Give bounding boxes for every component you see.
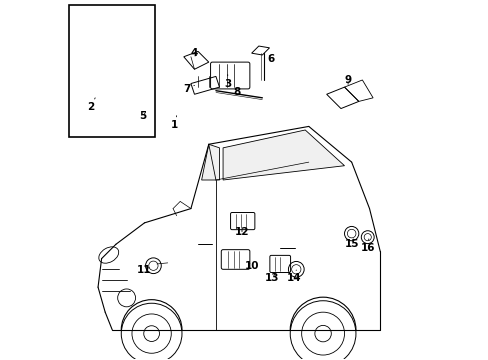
FancyBboxPatch shape — [210, 62, 249, 89]
Text: 1: 1 — [171, 116, 178, 130]
Text: 3: 3 — [224, 75, 231, 89]
Text: 5: 5 — [139, 111, 146, 121]
Text: 7: 7 — [183, 84, 194, 94]
Text: 9: 9 — [344, 75, 351, 85]
Text: 13: 13 — [264, 273, 279, 283]
FancyBboxPatch shape — [230, 212, 254, 230]
FancyBboxPatch shape — [269, 255, 290, 273]
Text: 10: 10 — [244, 261, 258, 271]
Text: 2: 2 — [87, 98, 95, 112]
Text: 12: 12 — [234, 227, 249, 237]
Polygon shape — [223, 130, 344, 180]
Text: 4: 4 — [190, 48, 197, 58]
Polygon shape — [201, 144, 219, 180]
FancyBboxPatch shape — [221, 249, 249, 269]
Text: 14: 14 — [286, 270, 301, 283]
Text: 16: 16 — [360, 239, 374, 253]
Text: 11: 11 — [136, 265, 151, 275]
Text: 15: 15 — [345, 239, 359, 249]
Text: 8: 8 — [233, 87, 241, 98]
Bar — [69, 5, 155, 137]
Text: 6: 6 — [267, 54, 274, 64]
